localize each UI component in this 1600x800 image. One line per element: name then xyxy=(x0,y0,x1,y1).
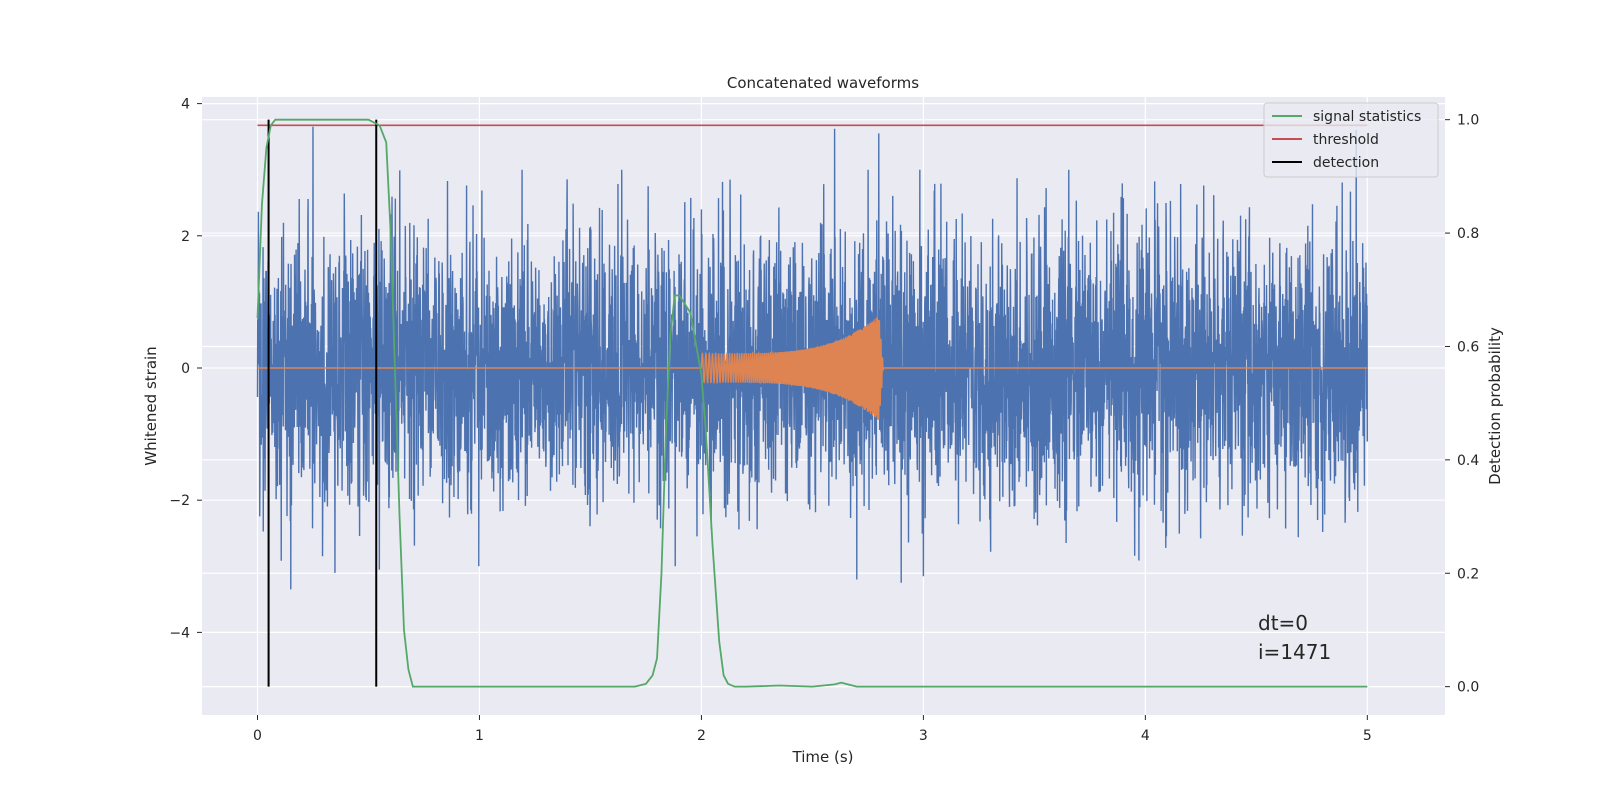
x-tick-label: 1 xyxy=(475,728,484,744)
y-tick-label-left: 2 xyxy=(181,229,190,245)
y-tick-label-right: 0.4 xyxy=(1457,453,1479,469)
strain-noise-line xyxy=(256,126,1369,590)
chart-title: Concatenated waveforms xyxy=(727,74,919,92)
y-tick-label-right: 1.0 xyxy=(1457,113,1479,129)
legend-label-threshold: threshold xyxy=(1313,132,1379,148)
annotation-dt: dt=0 xyxy=(1258,611,1308,635)
legend: signal statistics threshold detection xyxy=(1263,102,1439,178)
axes: 0 1 2 3 4 5 4 2 0 −2 −4 1.0 0.8 0.6 0.4 0.2 0.0 xyxy=(169,97,1479,744)
legend-box xyxy=(1263,102,1439,178)
x-tick-label: 5 xyxy=(1363,728,1372,744)
x-tick-label: 2 xyxy=(697,728,706,744)
x-tick-label: 0 xyxy=(253,728,262,744)
y-tick-label-left: −4 xyxy=(169,625,190,641)
annotation-i: i=1471 xyxy=(1258,640,1331,664)
y-axis-label-right: Detection probability xyxy=(1486,327,1504,485)
signal-statistics-line xyxy=(256,118,1368,688)
legend-label-detection: detection xyxy=(1313,155,1379,171)
injected-signal-line xyxy=(257,317,1368,420)
x-tick-label: 3 xyxy=(919,728,928,744)
x-tick-label: 4 xyxy=(1141,728,1150,744)
data-layer xyxy=(256,118,1369,688)
y-tick-label-right: 0.2 xyxy=(1457,566,1479,582)
y-tick-label-right: 0.6 xyxy=(1457,339,1479,355)
y-tick-label-right: 0.8 xyxy=(1457,226,1479,242)
y-tick-label-left: 4 xyxy=(181,97,190,113)
y-tick-label-right: 0.0 xyxy=(1457,680,1479,696)
y-tick-label-left: −2 xyxy=(169,493,190,509)
y-axis-label-left: Whitened strain xyxy=(142,346,160,465)
x-axis-label: Time (s) xyxy=(792,748,854,766)
legend-label-signal-statistics: signal statistics xyxy=(1313,109,1421,125)
y-tick-label-left: 0 xyxy=(181,361,190,377)
